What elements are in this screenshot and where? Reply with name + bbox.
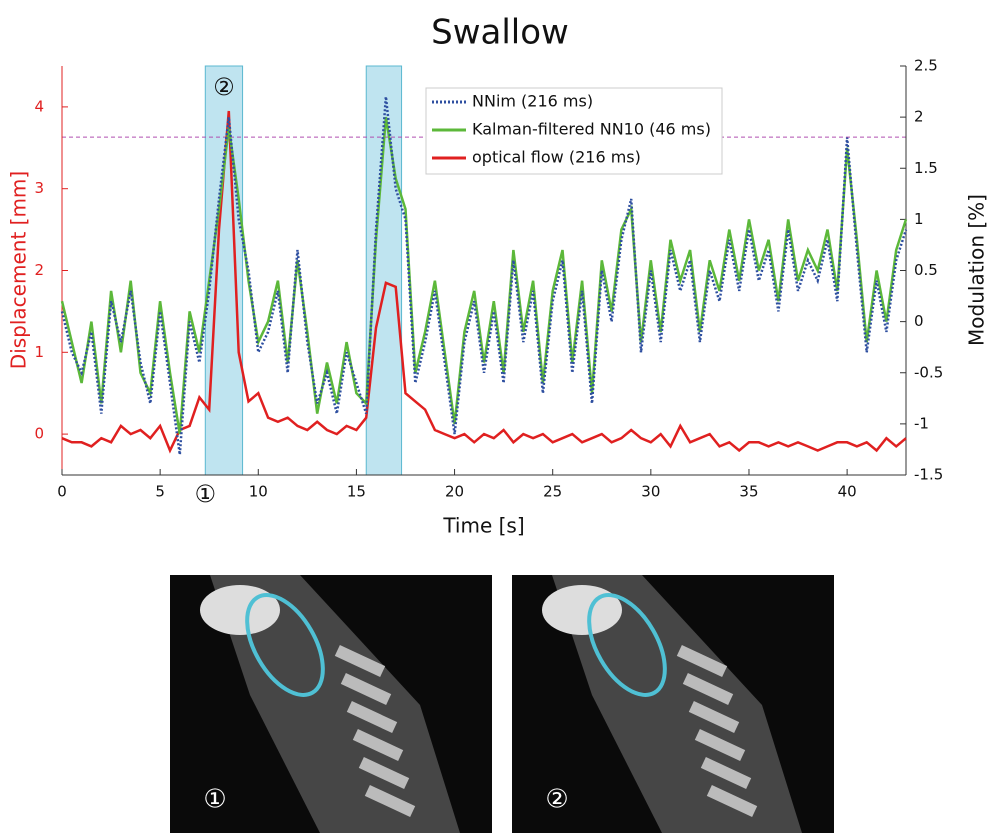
panel-anatomy xyxy=(552,575,802,833)
legend-label: optical flow (216 ms) xyxy=(472,148,641,167)
x-tick-label: 15 xyxy=(347,483,366,501)
annotation: ② xyxy=(213,73,235,101)
x-tick-label: 5 xyxy=(155,483,165,501)
image-panel: ① xyxy=(170,575,492,833)
x-tick-label: 40 xyxy=(838,483,857,501)
legend-label: NNim (216 ms) xyxy=(472,92,593,111)
x-tick-label: 30 xyxy=(641,483,660,501)
panel-bright xyxy=(200,585,280,635)
image-panel: ② xyxy=(512,575,834,833)
series-line xyxy=(60,96,908,455)
y2-tick-label: 0 xyxy=(914,312,924,330)
y-tick-label: 2 xyxy=(34,261,44,279)
panel-vertebra xyxy=(694,728,746,762)
legend: NNim (216 ms) Kalman-filtered NN10 (46 ms… xyxy=(425,87,723,175)
y-tick-label: 3 xyxy=(34,179,44,197)
series-line xyxy=(61,110,907,454)
panel-vertebra xyxy=(700,756,752,790)
y-axis-label: Displacement [mm] xyxy=(7,171,31,369)
x-tick-label: 10 xyxy=(249,483,268,501)
panel-vertebra xyxy=(358,756,410,790)
y2-tick-label: 1 xyxy=(914,210,924,228)
panel-vertebra xyxy=(706,784,758,818)
panel-vertebra xyxy=(346,700,398,734)
panel-vertebra xyxy=(352,728,404,762)
x-tick-label: 25 xyxy=(543,483,562,501)
y2-tick-label: 0.5 xyxy=(914,261,938,279)
panel-anatomy xyxy=(210,575,460,833)
legend-box xyxy=(425,87,723,175)
y-tick-label: 1 xyxy=(34,343,44,361)
y2-tick-label: -0.5 xyxy=(914,363,943,381)
y2-tick-label: 2.5 xyxy=(914,57,938,75)
panel-label: ② xyxy=(545,785,568,815)
panel-label: ① xyxy=(203,785,226,815)
y2-tick-label: 1.5 xyxy=(914,159,938,177)
panel-bright xyxy=(542,585,622,635)
chart-title: Swallow xyxy=(431,13,569,53)
panel-vertebra xyxy=(676,644,728,678)
roi-ellipse xyxy=(587,593,667,697)
panel-vertebra xyxy=(340,672,392,706)
y-tick-label: 4 xyxy=(34,97,44,115)
panel-vertebra xyxy=(682,672,734,706)
x-axis-label: Time [s] xyxy=(442,514,524,538)
panel-vertebra xyxy=(364,784,416,818)
panel-vertebra xyxy=(688,700,740,734)
y2-tick-label: -1.5 xyxy=(914,466,943,484)
panel-vertebra xyxy=(334,644,386,678)
x-tick-label: 35 xyxy=(739,483,758,501)
y-tick-label: 0 xyxy=(34,425,44,443)
series-line xyxy=(60,116,908,435)
y2-tick-label: 2 xyxy=(914,108,924,126)
roi-ellipse xyxy=(245,593,325,697)
legend-label: Kalman-filtered NN10 (46 ms) xyxy=(472,120,711,139)
y2-tick-label: -1 xyxy=(914,414,929,432)
y2-axis-label: Modulation [%] xyxy=(965,194,989,346)
x-tick-label: 20 xyxy=(445,483,464,501)
x-tick-label: 0 xyxy=(57,483,67,501)
annotation: ① xyxy=(195,480,217,508)
